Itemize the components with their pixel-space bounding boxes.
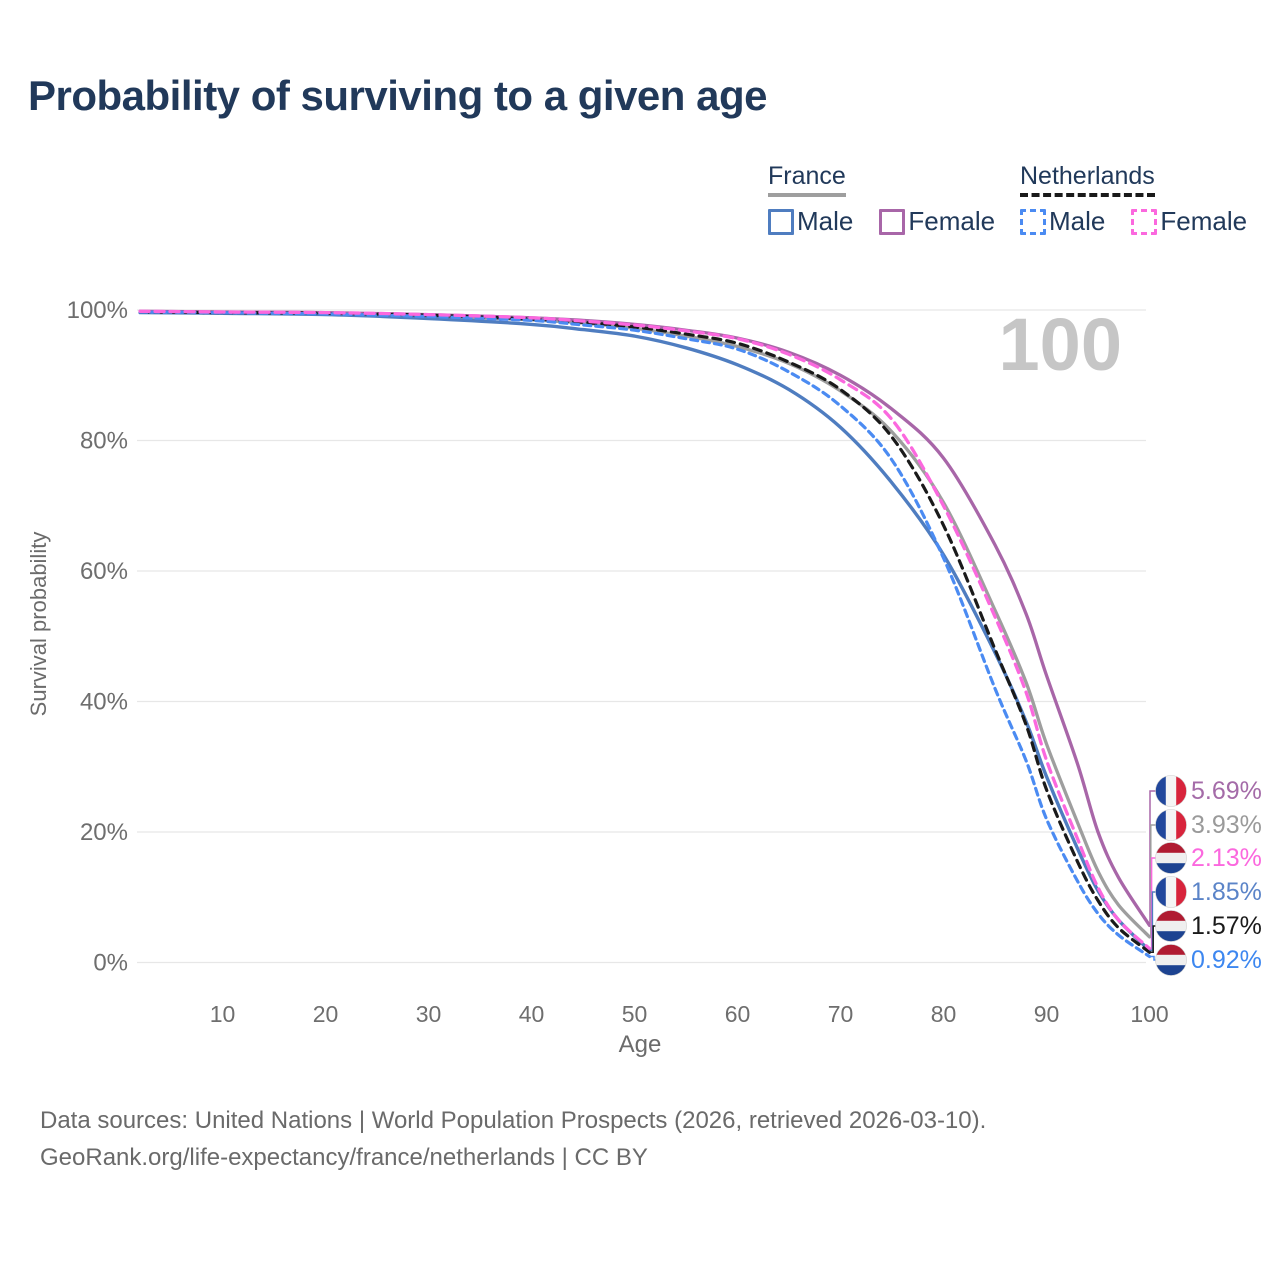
y-tick-label: 40%	[80, 689, 128, 716]
end-value-label: 1.85%	[1191, 878, 1262, 906]
x-tick-label: 80	[931, 1001, 957, 1027]
x-tick-label: 30	[416, 1001, 442, 1027]
chart-legend: France Male Female Netherlands Male	[0, 162, 1280, 252]
legend-label-netherlands-female: Female	[1160, 206, 1248, 236]
legend-swatch-netherlands-female-icon	[1131, 208, 1158, 235]
flag-icon-border	[1155, 944, 1187, 976]
y-tick-label: 80%	[80, 428, 128, 455]
legend-country-france: France	[768, 162, 846, 197]
x-tick-label: 60	[725, 1001, 751, 1027]
legend-country-netherlands: Netherlands	[1020, 162, 1155, 197]
end-label-connector	[1149, 891, 1156, 952]
flag-icon-border	[1155, 775, 1187, 807]
x-axis-title: Age	[619, 1031, 662, 1058]
legend-item-netherlands-male: Male	[1020, 206, 1105, 237]
end-label-connector	[1149, 790, 1156, 927]
end-value-label: 3.93%	[1191, 811, 1262, 839]
flag-icon-france	[1155, 876, 1187, 908]
legend-swatch-france-female-icon	[879, 208, 906, 235]
legend-item-netherlands-female: Female	[1131, 206, 1247, 237]
legend-group-france: France Male Female	[768, 162, 1021, 237]
end-label-connector	[1149, 824, 1156, 938]
flag-icon-netherlands	[1155, 944, 1187, 976]
age-100-watermark: 100	[999, 303, 1122, 386]
chart-footer: Data sources: United Nations | World Pop…	[40, 1102, 986, 1176]
y-tick-label: 60%	[80, 558, 128, 585]
end-value-label: 0.92%	[1191, 946, 1262, 974]
flag-icon-border	[1155, 910, 1187, 942]
legend-item-france-male: Male	[768, 206, 853, 237]
x-tick-label: 70	[828, 1001, 854, 1027]
end-label-connector	[1149, 857, 1156, 950]
flag-icon-netherlands	[1155, 910, 1187, 942]
flag-icon-netherlands	[1155, 842, 1187, 874]
y-tick-label: 20%	[80, 819, 128, 846]
y-axis-title: Survival probability	[26, 532, 51, 717]
y-tick-label: 0%	[93, 950, 128, 977]
x-tick-label: 20	[313, 1001, 339, 1027]
page-title: Probability of surviving to a given age	[28, 72, 767, 119]
flag-icon-border	[1155, 842, 1187, 874]
legend-items-netherlands: Male Female	[1020, 206, 1273, 237]
x-tick-label: 100	[1130, 1001, 1168, 1027]
y-tick-label: 100%	[67, 297, 128, 324]
flag-icon-france	[1155, 809, 1187, 841]
legend-group-netherlands: Netherlands Male Female	[1020, 162, 1273, 237]
x-tick-label: 10	[210, 1001, 236, 1027]
legend-label-netherlands-male: Male	[1049, 206, 1106, 236]
end-label-connector	[1149, 925, 1156, 954]
legend-swatch-netherlands-male-icon	[1020, 208, 1046, 235]
legend-items-france: Male Female	[768, 206, 1021, 237]
x-tick-label: 40	[519, 1001, 545, 1027]
flag-icon-france	[1155, 775, 1187, 807]
end-value-label: 1.57%	[1191, 912, 1262, 940]
end-label-connector	[1149, 955, 1156, 961]
end-value-label: 2.13%	[1191, 844, 1262, 872]
curve-netherlands-male	[138, 310, 1152, 959]
x-tick-label: 90	[1034, 1001, 1060, 1027]
x-tick-label: 50	[622, 1001, 648, 1027]
curve-netherlands-both	[138, 310, 1152, 954]
attribution-line: GeoRank.org/life-expectancy/france/nethe…	[40, 1144, 648, 1171]
legend-item-france-female: Female	[879, 206, 995, 237]
end-value-label: 5.69%	[1191, 777, 1262, 805]
curve-netherlands-female	[138, 309, 1152, 951]
flag-icon-border	[1155, 809, 1187, 841]
curve-france-male	[138, 310, 1152, 953]
data-sources-line: Data sources: United Nations | World Pop…	[40, 1107, 987, 1134]
legend-label-france-female: Female	[908, 206, 996, 236]
legend-swatch-france-male-icon	[768, 208, 794, 235]
flag-icon-border	[1155, 876, 1187, 908]
legend-label-france-male: Male	[797, 206, 854, 236]
